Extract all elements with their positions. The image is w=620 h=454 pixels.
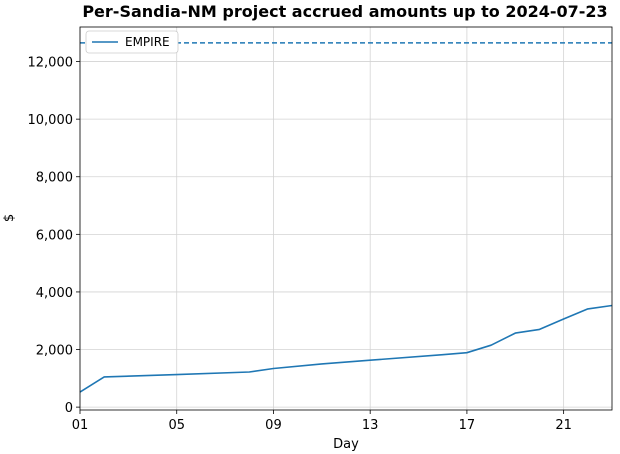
y-tick-label: 12,000	[28, 56, 74, 71]
y-tick-label: 10,000	[28, 113, 74, 128]
y-tick-label: 8,000	[36, 171, 73, 186]
legend-box	[85, 30, 179, 54]
series-lines	[79, 304, 613, 393]
x-tick-label: 21	[555, 418, 572, 433]
y-axis-label: $	[2, 214, 17, 222]
grid-lines	[79, 27, 612, 410]
x-tick-label: 01	[72, 418, 89, 433]
x-tick-label: 05	[168, 418, 185, 433]
plot-frame	[79, 26, 613, 411]
y-tick-label: 6,000	[36, 228, 73, 243]
legend: EMPIRE	[85, 30, 179, 54]
x-tick-label: 17	[459, 418, 476, 433]
legend-label-empire: EMPIRE	[125, 35, 170, 49]
y-tick-label: 2,000	[36, 344, 73, 359]
chart-title: Per-Sandia-NM project accrued amounts up…	[82, 2, 607, 21]
y-tick-label: 4,000	[36, 286, 73, 301]
x-tick-label: 09	[265, 418, 282, 433]
y-axis-ticks: 0 2,000 4,000 6,000 8,000 10,000 12,000	[28, 56, 80, 416]
y-tick-label: 0	[65, 401, 73, 416]
x-axis-ticks: 01 05 09 13 17 21	[72, 410, 572, 433]
x-axis-label: Day	[333, 437, 359, 452]
x-tick-label: 13	[362, 418, 379, 433]
series-line-empire	[79, 304, 613, 393]
